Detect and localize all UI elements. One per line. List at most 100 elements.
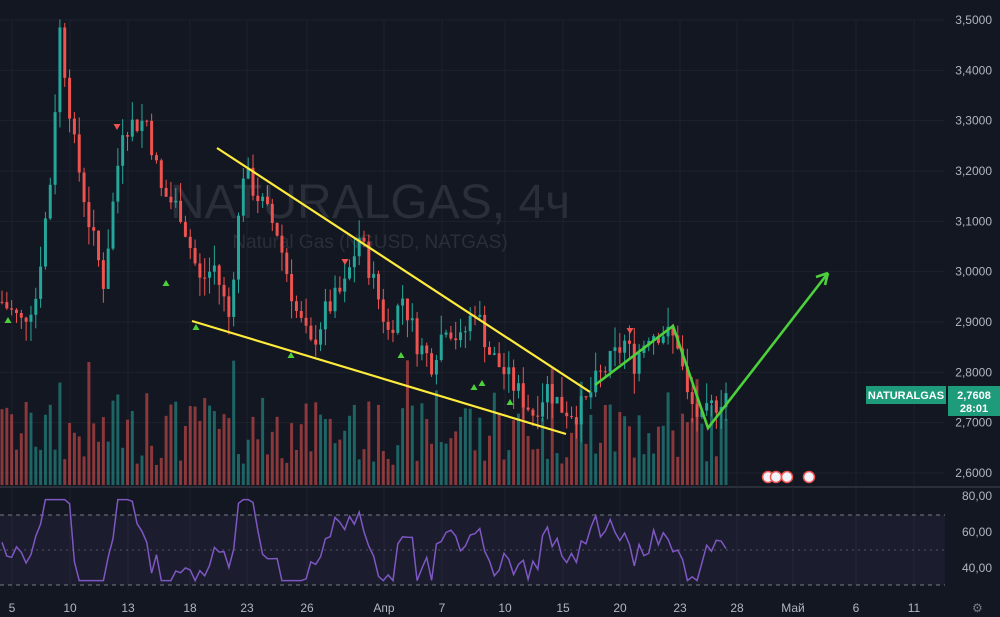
volume-bar — [700, 423, 704, 485]
event-flag-icon[interactable] — [780, 470, 794, 484]
projection-path[interactable] — [594, 272, 830, 431]
time-tick-label: 26 — [300, 601, 314, 615]
candle-body — [63, 27, 67, 78]
price-tick-label: 2,7000 — [955, 416, 992, 430]
rsi-tick-label: 60,00 — [962, 525, 992, 539]
time-tick-label: 10 — [63, 601, 77, 615]
buy-signal-arrow — [162, 280, 170, 286]
volume-bar — [101, 417, 105, 485]
volume-bar — [246, 439, 250, 485]
volume-bar — [599, 442, 602, 485]
volume-bar — [10, 414, 14, 485]
volume-bar — [681, 413, 685, 485]
volume-bar — [222, 414, 226, 485]
candle-body — [463, 331, 467, 333]
candle-body — [536, 415, 540, 417]
candle-body — [381, 299, 385, 322]
candle-body — [574, 417, 578, 425]
volume-bar — [719, 412, 723, 485]
candle-body — [627, 340, 631, 344]
volume-bar — [0, 409, 4, 485]
price-axis[interactable]: 3,5000 3,4000 3,3000 3,2000 3,1000 3,0000 2,90… — [955, 13, 992, 480]
volume-bar — [434, 390, 438, 485]
signal-markers — [4, 124, 634, 405]
volume-bar — [188, 406, 192, 485]
candle-body — [671, 326, 675, 336]
candle-body — [97, 230, 101, 261]
volume-bar — [348, 415, 352, 485]
candle-body — [261, 196, 265, 202]
candle-body — [401, 298, 405, 306]
volume-bar — [676, 456, 680, 485]
volume-bar — [140, 455, 144, 485]
volume-bar — [29, 412, 33, 485]
candle-body — [352, 256, 356, 268]
volume-bar — [275, 416, 279, 485]
candle-body — [222, 284, 226, 297]
candle-body — [275, 222, 279, 236]
candle-body — [174, 200, 178, 203]
volume-bar — [594, 453, 598, 485]
candle-body — [516, 383, 520, 391]
candle-body — [695, 403, 699, 417]
candle-body — [5, 302, 9, 309]
volume-bar — [212, 411, 216, 485]
time-tick-label: 6 — [853, 601, 860, 615]
candle-body — [618, 347, 622, 353]
candle-body — [241, 178, 245, 216]
rsi-axis[interactable]: 80,00 60,00 40,00 — [962, 489, 992, 575]
volume-bar — [270, 431, 274, 485]
event-flag-icon[interactable] — [802, 470, 816, 484]
candle-body — [555, 396, 559, 404]
volume-bar — [647, 433, 651, 485]
time-tick-label: 18 — [183, 601, 197, 615]
candle-body — [130, 119, 134, 137]
wedge-upper-trendline[interactable] — [216, 147, 591, 393]
volume-bar — [459, 416, 463, 485]
candle-body — [570, 416, 574, 418]
time-axis[interactable]: 5 10 13 18 23 26 Апр 7 10 15 20 23 28 Май 6 11 — [9, 601, 921, 615]
time-tick-label: Май — [781, 601, 805, 615]
volume-bar — [555, 453, 559, 485]
volume-bar — [541, 418, 545, 485]
volume-bar — [208, 405, 212, 485]
wedge-lower-trendline[interactable] — [191, 319, 567, 436]
volume-bar — [507, 450, 511, 485]
price-tick-label: 2,9000 — [955, 315, 992, 329]
volume-bars — [0, 360, 728, 485]
candle-body — [198, 263, 202, 278]
event-icons[interactable] — [761, 470, 816, 484]
candle-body — [116, 165, 120, 202]
volume-bar — [637, 415, 641, 485]
candle-body — [53, 112, 57, 185]
candle-body — [545, 384, 549, 403]
candle-body — [439, 334, 443, 360]
candle-body — [652, 336, 656, 341]
volume-bar — [285, 462, 289, 485]
symbol-label-badge: NATURALGAS — [866, 386, 946, 404]
sell-signal-arrow — [113, 124, 121, 130]
volume-bar — [106, 441, 110, 485]
volume-bar — [603, 405, 607, 485]
candle-body — [333, 287, 337, 312]
candle-body — [179, 200, 183, 222]
candle-body — [164, 188, 168, 197]
volume-bar — [5, 407, 9, 485]
candle-body — [632, 343, 636, 374]
volume-bar — [53, 449, 57, 485]
candle-body — [603, 371, 607, 373]
candle-body — [594, 370, 598, 393]
event-flag-icon[interactable] — [769, 470, 783, 484]
candle-body — [608, 350, 612, 372]
volume-bar — [126, 419, 129, 485]
gear-icon[interactable]: ⚙ — [972, 601, 983, 615]
time-tick-label: 7 — [439, 601, 446, 615]
price-tick-label: 3,0000 — [955, 265, 992, 279]
time-tick-label: 23 — [673, 601, 687, 615]
candle-body — [459, 332, 463, 341]
volume-bar — [227, 418, 231, 485]
candle-body — [565, 412, 569, 417]
chart-drawings[interactable] — [191, 147, 830, 436]
